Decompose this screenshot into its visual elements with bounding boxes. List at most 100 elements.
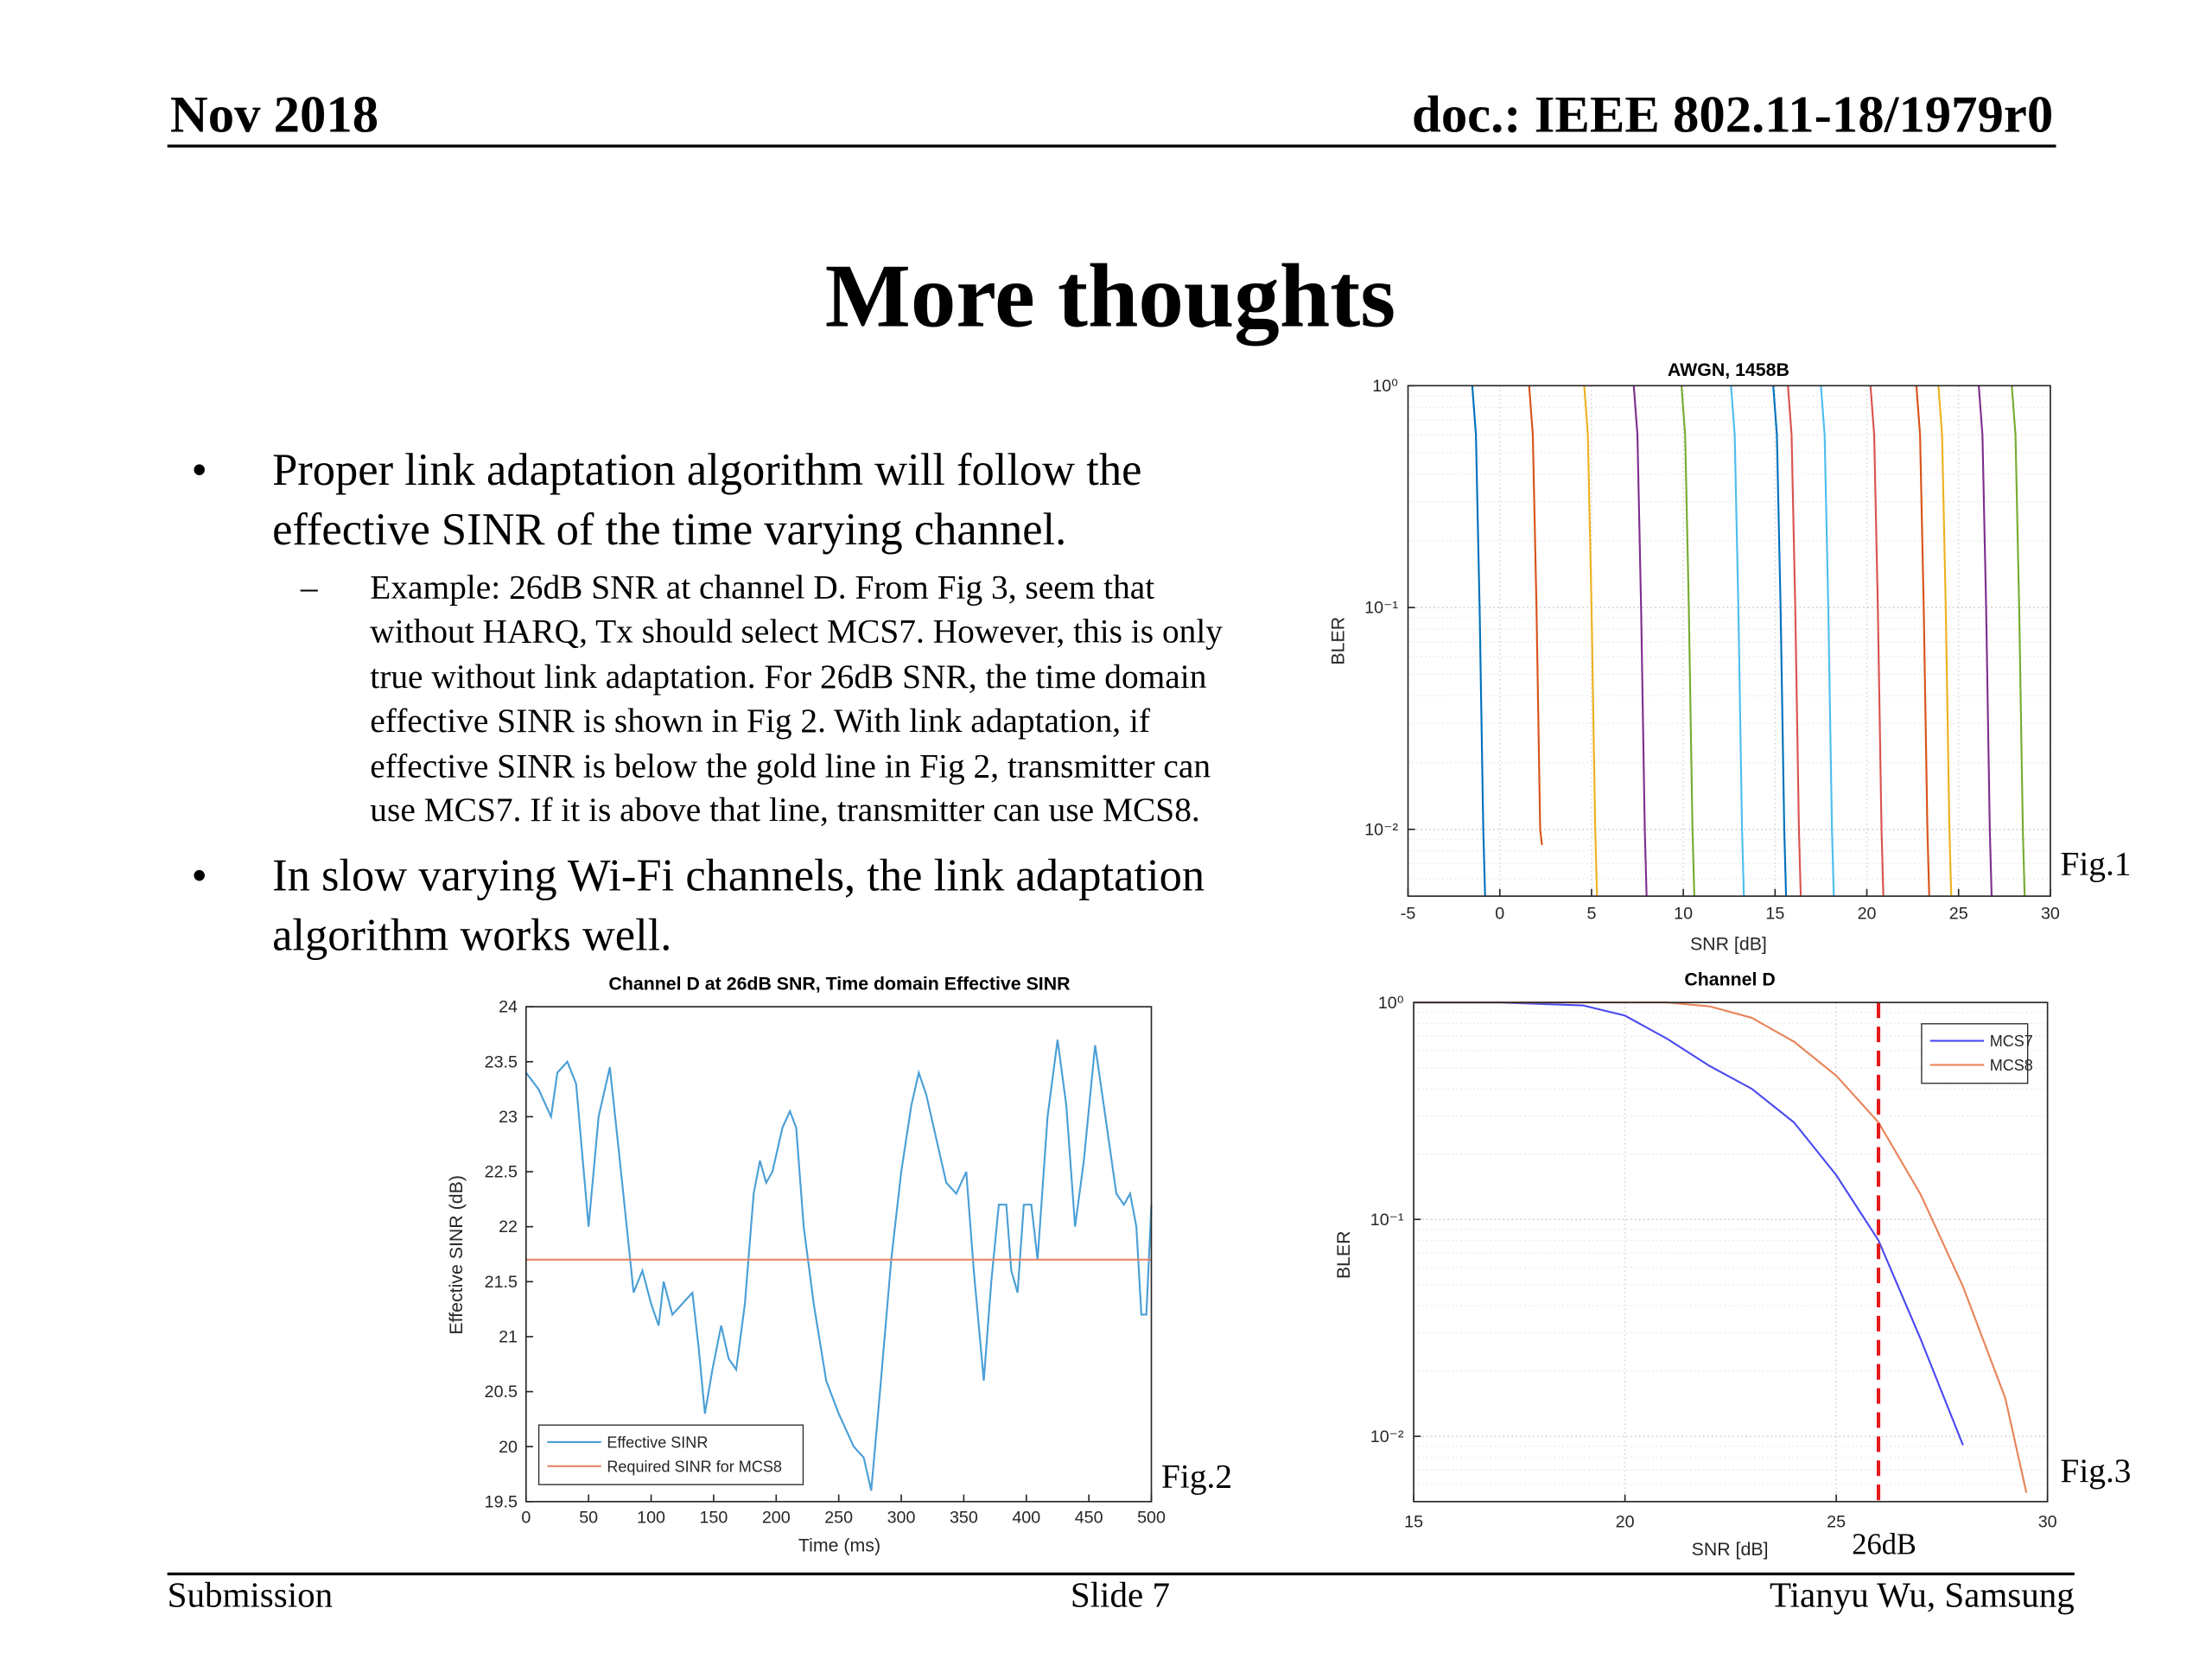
plot-frame xyxy=(1413,1001,2049,1503)
reference-label: 26dB xyxy=(1852,1529,1916,1561)
x-tick-label: 200 xyxy=(762,1508,791,1527)
text-line: algorithm works well. xyxy=(272,908,672,960)
x-tick-label: 25 xyxy=(1827,1512,1846,1531)
plot-area xyxy=(1414,1002,2048,1502)
plot-frame xyxy=(1407,385,2051,897)
chart-title: AWGN, 1458B xyxy=(1668,359,1789,380)
legend-label: MCS8 xyxy=(1990,1057,2033,1074)
y-tick-label: 23 xyxy=(499,1108,518,1127)
y-tick-label: 22 xyxy=(499,1217,518,1236)
text-line: without HARQ, Tx should select MCS7. How… xyxy=(370,614,1224,652)
data-line xyxy=(1915,385,1930,897)
data-line xyxy=(1583,385,1599,897)
y-tick-label: 10⁻² xyxy=(1364,820,1398,839)
x-tick-label: 15 xyxy=(1765,904,1784,923)
x-tick-label: 30 xyxy=(2038,1512,2057,1531)
x-tick-label: -5 xyxy=(1401,904,1416,923)
y-axis-label: Effective SINR (dB) xyxy=(446,1175,467,1335)
chart-title: Channel D xyxy=(1684,969,1775,990)
x-tick-label: 20 xyxy=(1858,904,1877,923)
header-doc-id: doc.: IEEE 802.11-18/1979r0 xyxy=(1412,86,2054,145)
x-tick-label: 25 xyxy=(1949,904,1968,923)
plot-area xyxy=(1408,385,2050,897)
footer-left: Submission xyxy=(167,1576,334,1616)
bullet-text: Proper link adaptation algorithm will fo… xyxy=(272,440,1141,559)
y-tick-label: 21 xyxy=(499,1328,518,1347)
legend-label: Required SINR for MCS8 xyxy=(607,1458,782,1475)
y-tick-label: 10⁻¹ xyxy=(1370,1211,1404,1230)
y-axis-label: BLER xyxy=(1333,1230,1354,1279)
x-tick-label: 300 xyxy=(887,1508,916,1527)
data-line xyxy=(1772,385,1788,897)
text-line: effective SINR of the time varying chann… xyxy=(272,503,1067,555)
y-tick-label: 19.5 xyxy=(485,1492,518,1511)
x-tick-label: 250 xyxy=(824,1508,853,1527)
text-line: effective SINR is shown in Fig 2. With l… xyxy=(370,703,1151,741)
slide-title: More thoughts xyxy=(824,245,1396,346)
text-line: effective SINR is below the gold line in… xyxy=(370,747,1211,785)
data-line xyxy=(1869,385,1885,897)
figure-label: Fig.3 xyxy=(2060,1453,2132,1491)
data-line xyxy=(1730,385,1745,897)
data-line xyxy=(524,1039,1153,1491)
x-tick-label: 15 xyxy=(1404,1512,1423,1531)
y-tick-label: 10⁰ xyxy=(1372,377,1398,396)
x-axis-label: Time (ms) xyxy=(798,1535,880,1555)
sub-bullet-marker: – xyxy=(300,569,318,607)
bullet-marker: • xyxy=(191,443,207,495)
footer-center: Slide 7 xyxy=(1070,1576,1170,1616)
data-line xyxy=(1820,385,1835,897)
figure-label: Fig.1 xyxy=(2060,846,2132,884)
x-tick-label: 150 xyxy=(699,1508,728,1527)
x-tick-label: 100 xyxy=(637,1508,665,1527)
x-tick-label: 5 xyxy=(1586,904,1596,923)
plot-frame xyxy=(525,1006,1153,1503)
y-tick-label: 10⁻¹ xyxy=(1364,599,1398,618)
text-line: use MCS7. If it is above that line, tran… xyxy=(370,792,1200,830)
x-tick-label: 0 xyxy=(521,1508,531,1527)
data-line xyxy=(1937,385,1953,897)
x-tick-label: 20 xyxy=(1616,1512,1635,1531)
footer-right: Tianyu Wu, Samsung xyxy=(1769,1576,2075,1616)
x-tick-label: 50 xyxy=(579,1508,598,1527)
text-line: Proper link adaptation algorithm will fo… xyxy=(272,443,1142,495)
header-date: Nov 2018 xyxy=(169,86,379,145)
figure-label: Fig.2 xyxy=(1161,1459,1233,1497)
data-line xyxy=(1978,385,1993,897)
legend-box xyxy=(1921,1023,2029,1084)
data-line xyxy=(1414,1001,1964,1446)
x-tick-label: 500 xyxy=(1137,1508,1166,1527)
footer-rule xyxy=(167,1572,2075,1576)
header-rule xyxy=(167,144,2056,148)
chart-title: Channel D at 26dB SNR, Time domain Effec… xyxy=(608,973,1070,994)
text-line: Example: 26dB SNR at channel D. From Fig… xyxy=(370,569,1155,607)
y-tick-label: 23.5 xyxy=(485,1052,518,1071)
bullet-text: In slow varying Wi-Fi channels, the link… xyxy=(272,845,1205,964)
x-tick-label: 10 xyxy=(1674,904,1693,923)
y-tick-label: 20.5 xyxy=(485,1382,518,1402)
y-tick-label: 10⁻² xyxy=(1370,1427,1404,1446)
x-axis-label: SNR [dB] xyxy=(1690,933,1767,954)
y-tick-label: 20 xyxy=(499,1438,518,1457)
x-tick-label: 400 xyxy=(1012,1508,1040,1527)
data-line xyxy=(1471,385,1486,897)
legend-label: MCS7 xyxy=(1990,1033,2033,1050)
sub-bullet-text: Example: 26dB SNR at channel D. From Fig… xyxy=(370,567,1223,834)
legend-label: Effective SINR xyxy=(607,1433,708,1451)
x-tick-label: 30 xyxy=(2041,904,2060,923)
text-line: In slow varying Wi-Fi channels, the link… xyxy=(272,849,1205,901)
data-line xyxy=(2011,385,2026,897)
bullet-marker: • xyxy=(191,849,207,901)
data-line xyxy=(1680,385,1695,897)
x-tick-label: 350 xyxy=(950,1508,978,1527)
x-tick-label: 450 xyxy=(1075,1508,1103,1527)
y-tick-label: 24 xyxy=(499,998,518,1017)
x-tick-label: 0 xyxy=(1495,904,1504,923)
legend-box xyxy=(537,1424,804,1485)
y-tick-label: 21.5 xyxy=(485,1273,518,1292)
y-tick-label: 22.5 xyxy=(485,1163,518,1182)
data-line xyxy=(1528,385,1543,846)
data-line xyxy=(1787,385,1802,897)
